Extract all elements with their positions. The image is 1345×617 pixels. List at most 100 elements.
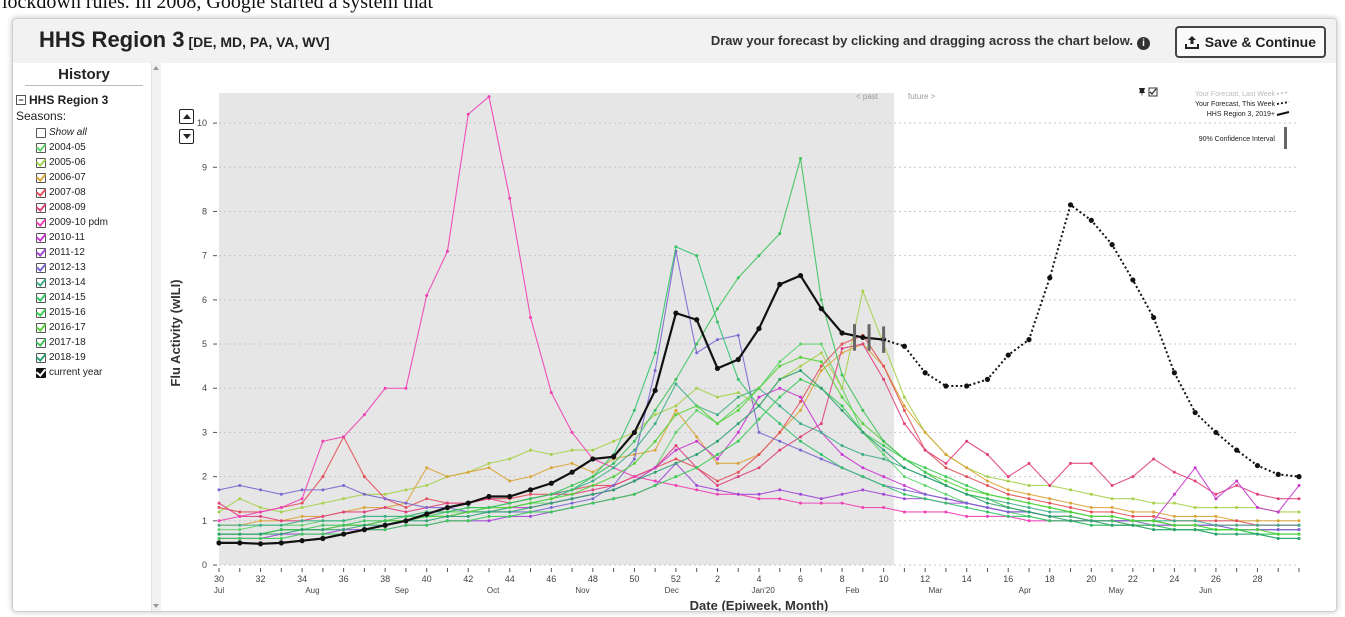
data-point xyxy=(1089,461,1093,465)
data-point xyxy=(508,514,512,518)
y-tick-label: 1 xyxy=(202,516,207,526)
data-point xyxy=(674,430,678,434)
data-point xyxy=(362,475,366,479)
season-checkbox-row[interactable]: 2016-17 xyxy=(36,320,108,335)
zoom-down-button[interactable] xyxy=(179,129,194,144)
checkbox-icon[interactable] xyxy=(36,202,46,213)
season-checkbox-row[interactable]: 2006-07 xyxy=(36,170,108,185)
data-point xyxy=(715,488,719,492)
data-point xyxy=(238,483,242,487)
data-point xyxy=(466,519,470,523)
data-point xyxy=(778,448,782,452)
checkbox-icon[interactable] xyxy=(36,322,46,333)
checkbox-icon[interactable] xyxy=(36,187,46,198)
season-checkbox-row[interactable]: 2011-12 xyxy=(36,245,108,260)
data-point xyxy=(715,338,719,342)
data-point xyxy=(882,483,886,487)
season-checkbox-row[interactable]: 2014-15 xyxy=(36,290,108,305)
legend-region-swatch xyxy=(1276,111,1290,116)
tree-root-label: HHS Region 3 xyxy=(29,93,109,107)
data-point xyxy=(1048,501,1052,505)
data-point xyxy=(591,470,595,474)
data-point xyxy=(736,395,740,399)
season-checkbox-row[interactable]: 2013-14 xyxy=(36,275,108,290)
checkbox-icon[interactable] xyxy=(36,292,46,303)
chart-area[interactable]: 0 1 2 3 4 5 6 7 8 9 10 < past future >30 32 34 36 38 40 42… xyxy=(161,63,1336,611)
scroll-up-arrow-icon[interactable] xyxy=(153,66,159,70)
season-checkbox-row[interactable]: 2007-08 xyxy=(36,185,108,200)
tree-root[interactable]: − HHS Region 3 xyxy=(16,93,108,107)
data-point xyxy=(1235,528,1239,532)
collapse-icon[interactable]: − xyxy=(16,95,26,105)
data-point xyxy=(674,461,678,465)
data-point xyxy=(965,492,969,496)
data-point xyxy=(736,475,740,479)
data-point xyxy=(653,448,657,452)
data-point xyxy=(445,514,449,518)
checkbox-icon[interactable] xyxy=(36,337,46,348)
data-point xyxy=(529,492,533,496)
data-point xyxy=(902,488,906,492)
data-point xyxy=(819,457,823,461)
data-point xyxy=(902,475,906,479)
season-checkbox-row[interactable]: 2017-18 xyxy=(36,335,108,350)
region-title: HHS Region 3 [DE, MD, PA, VA, WV] xyxy=(39,27,330,53)
checkbox-icon[interactable] xyxy=(36,277,46,288)
data-point xyxy=(985,479,989,483)
checkbox-icon[interactable] xyxy=(36,262,46,273)
checkbox-icon[interactable] xyxy=(36,217,46,228)
data-point xyxy=(445,249,449,253)
current-year-checkbox-row[interactable]: current year xyxy=(36,365,108,380)
data-point xyxy=(902,404,906,408)
checkbox-icon[interactable] xyxy=(36,367,46,378)
data-point xyxy=(819,386,823,390)
season-checkbox-row[interactable]: 2008-09 xyxy=(36,200,108,215)
data-point xyxy=(944,492,948,496)
checkbox-icon[interactable] xyxy=(36,142,46,153)
data-point xyxy=(527,487,534,493)
season-checkbox-row[interactable]: 2018-19 xyxy=(36,350,108,365)
data-point xyxy=(985,453,989,457)
data-point xyxy=(1152,514,1156,518)
season-checkbox-row[interactable]: 2012-13 xyxy=(36,260,108,275)
data-point xyxy=(778,360,782,364)
checkbox-icon[interactable] xyxy=(36,247,46,258)
checkbox-icon[interactable] xyxy=(36,157,46,168)
data-point xyxy=(736,404,740,408)
data-point xyxy=(362,519,366,523)
season-checkbox-row[interactable]: 2009-10 pdm xyxy=(36,215,108,230)
history-title: History xyxy=(25,66,143,86)
zoom-up-button[interactable] xyxy=(179,109,194,124)
data-point xyxy=(279,536,283,540)
data-point xyxy=(736,391,740,395)
sidebar-scrollbar[interactable] xyxy=(151,63,161,611)
season-checkbox-row[interactable]: 2010-11 xyxy=(36,230,108,245)
data-point xyxy=(1255,506,1259,510)
data-point xyxy=(944,466,948,470)
season-checkbox-row[interactable]: 2015-16 xyxy=(36,305,108,320)
x-tick-label: 22 xyxy=(1128,574,1138,584)
checkbox-icon[interactable] xyxy=(36,232,46,243)
season-checkbox-row[interactable]: 2004-05 xyxy=(36,140,108,155)
data-point xyxy=(507,493,513,500)
season-checkbox-row[interactable]: 2005-06 xyxy=(36,155,108,170)
pin-icon[interactable] xyxy=(1139,88,1145,97)
checkbox-icon[interactable] xyxy=(36,307,46,318)
data-point xyxy=(965,483,969,487)
data-point xyxy=(715,457,719,461)
data-point xyxy=(404,523,408,527)
checkbox-icon[interactable] xyxy=(36,352,46,363)
show-all-checkbox-row[interactable]: Show all xyxy=(36,125,108,140)
checkbox-icon[interactable] xyxy=(36,172,46,183)
season-list: 2004-05 2005-06 2006-07 2007-08 2008-09 2009-… xyxy=(16,140,108,365)
save-continue-button[interactable]: Save & Continue xyxy=(1174,26,1326,58)
x-tick-label: 26 xyxy=(1211,574,1221,584)
scroll-down-arrow-icon[interactable] xyxy=(153,604,159,608)
season-label: 2011-12 xyxy=(49,247,85,258)
checkbox-icon[interactable] xyxy=(36,127,46,138)
info-icon[interactable]: i xyxy=(1137,37,1150,50)
data-point xyxy=(736,276,740,280)
data-point xyxy=(1152,501,1156,505)
data-point xyxy=(383,386,387,390)
